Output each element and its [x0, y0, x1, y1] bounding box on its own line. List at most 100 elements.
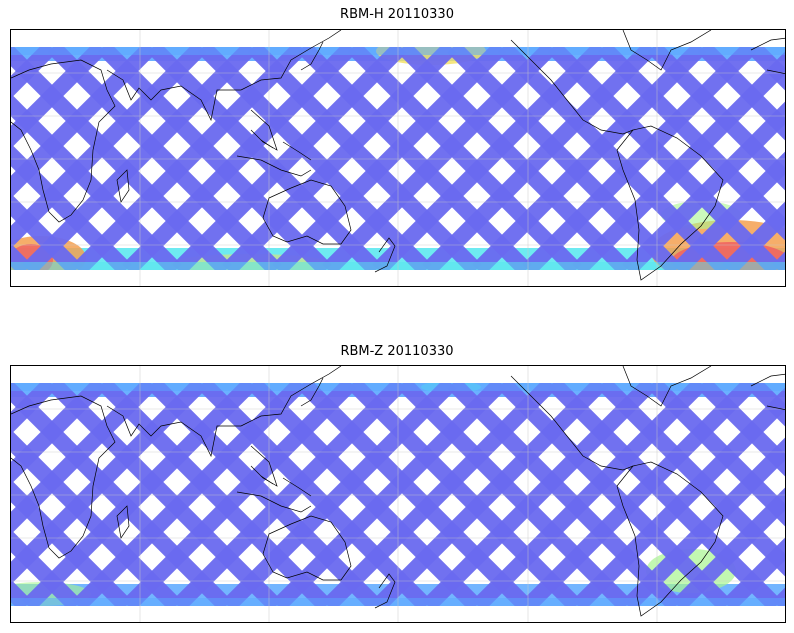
orbit-track: [147, 47, 382, 270]
coastlines: [11, 366, 785, 617]
orbit-track: [11, 529, 82, 606]
orbit-track: [597, 47, 785, 241]
coastline-path: [240, 30, 342, 91]
map-title-rbm-z: RBM-Z 20110330: [340, 344, 454, 359]
orbit-track: [197, 383, 432, 606]
coastlines: [11, 30, 785, 281]
coastline-path: [300, 377, 324, 407]
orbit-track: [372, 47, 607, 270]
orbit-track: [11, 47, 107, 149]
orbit-track: [11, 383, 57, 435]
orbit-track: [11, 479, 132, 606]
orbit-track: [22, 383, 257, 606]
map-title-rbm-h: RBM-H 20110330: [340, 7, 454, 22]
orbit-track: [11, 143, 132, 270]
orbit-track: [522, 383, 757, 606]
orbit-track: [622, 437, 785, 606]
map-panel-rbm-h: [10, 29, 786, 287]
orbit-track: [72, 47, 307, 270]
coastline-path: [616, 125, 724, 281]
orbit-track: [697, 383, 785, 477]
orbit-track: [272, 47, 507, 270]
orbit-track: [472, 383, 707, 606]
orbit-track: [11, 383, 157, 535]
coastline-path: [11, 395, 116, 559]
orbit-track: [11, 383, 107, 485]
coastline-path: [300, 41, 324, 71]
orbit-track: [672, 151, 785, 270]
swath-edge: [11, 383, 785, 391]
orbit-track: [547, 47, 782, 270]
coastline-path: [622, 366, 712, 407]
orbit-track: [147, 383, 382, 606]
orbit-track: [397, 47, 632, 270]
orbit-track: [297, 383, 532, 606]
coastline-path: [11, 59, 116, 223]
graticule: [11, 30, 785, 286]
orbit-track: [347, 383, 582, 606]
orbit-track: [47, 47, 282, 270]
orbit-track: [222, 47, 457, 270]
orbit-track: [647, 47, 785, 191]
orbit-track: [122, 383, 357, 606]
orbit-track: [11, 47, 232, 270]
coastline-path: [750, 373, 785, 410]
orbit-track: [422, 383, 657, 606]
orbit-track: [11, 47, 57, 99]
orbit-track: [497, 383, 732, 606]
swath-layer: [11, 47, 785, 270]
coastline-path: [250, 109, 278, 151]
map-canvas-rbm-z: [11, 366, 785, 622]
orbit-track: [47, 383, 282, 606]
swath-edge: [11, 598, 785, 606]
coastline-path: [116, 505, 130, 539]
coastline-path: [236, 491, 312, 513]
coastline-path: [622, 30, 712, 71]
map-canvas-rbm-h: [11, 30, 785, 286]
orbit-track: [572, 51, 785, 270]
coastline-path: [510, 375, 634, 471]
orbit-track: [322, 47, 557, 270]
coastline-path: [260, 475, 312, 497]
orbit-track: [472, 47, 707, 270]
orbit-track: [547, 383, 782, 606]
orbit-track: [11, 47, 157, 199]
coastline-path: [374, 573, 396, 609]
coastline-path: [616, 461, 724, 617]
orbit-track: [222, 383, 457, 606]
graticule: [11, 366, 785, 622]
map-panel-rbm-z: [10, 365, 786, 623]
coastline-path: [250, 445, 278, 487]
swath-layer: [11, 383, 785, 606]
orbit-track: [11, 429, 182, 606]
orbit-track: [247, 47, 482, 270]
coastline-path: [750, 37, 785, 74]
orbit-track: [11, 47, 207, 249]
orbit-track: [11, 93, 182, 270]
swath-edge: [11, 47, 785, 55]
orbit-track: [422, 47, 657, 270]
orbit-track: [72, 383, 307, 606]
coastline-path: [260, 139, 312, 161]
orbit-track: [11, 383, 207, 585]
orbit-track: [197, 47, 432, 270]
orbit-track: [11, 193, 82, 270]
orbit-track: [672, 487, 785, 606]
coastline-path: [262, 179, 352, 245]
orbit-track: [522, 47, 757, 270]
coastline-path: [374, 237, 396, 273]
coastline-path: [240, 366, 342, 427]
orbit-track: [722, 201, 785, 270]
orbit-track: [597, 383, 785, 577]
orbit-track: [697, 47, 785, 141]
orbit-track: [347, 47, 582, 270]
orbit-track: [172, 383, 407, 606]
orbit-track: [372, 383, 607, 606]
orbit-track: [622, 101, 785, 270]
orbit-track: [497, 47, 732, 270]
coastline-path: [236, 155, 312, 177]
orbit-track: [297, 47, 532, 270]
orbit-track: [22, 47, 257, 270]
coastline-path: [106, 405, 241, 458]
swath-edge: [11, 262, 785, 270]
